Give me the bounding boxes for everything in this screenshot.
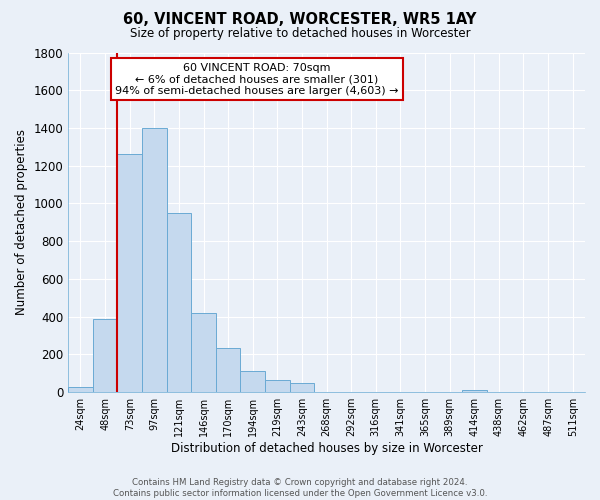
Text: Contains HM Land Registry data © Crown copyright and database right 2024.
Contai: Contains HM Land Registry data © Crown c… xyxy=(113,478,487,498)
Bar xyxy=(265,380,290,392)
Bar xyxy=(142,128,167,392)
Bar xyxy=(68,388,93,392)
Bar xyxy=(93,318,118,392)
Bar xyxy=(167,213,191,392)
Bar xyxy=(241,372,265,392)
Text: Size of property relative to detached houses in Worcester: Size of property relative to detached ho… xyxy=(130,28,470,40)
Text: 60, VINCENT ROAD, WORCESTER, WR5 1AY: 60, VINCENT ROAD, WORCESTER, WR5 1AY xyxy=(124,12,476,28)
Bar xyxy=(216,348,241,392)
Bar xyxy=(290,383,314,392)
Text: 60 VINCENT ROAD: 70sqm  
← 6% of detached houses are smaller (301)
94% of semi-d: 60 VINCENT ROAD: 70sqm ← 6% of detached … xyxy=(115,62,398,96)
Y-axis label: Number of detached properties: Number of detached properties xyxy=(15,130,28,316)
X-axis label: Distribution of detached houses by size in Worcester: Distribution of detached houses by size … xyxy=(170,442,482,455)
Bar xyxy=(118,154,142,392)
Bar xyxy=(462,390,487,392)
Bar xyxy=(191,313,216,392)
